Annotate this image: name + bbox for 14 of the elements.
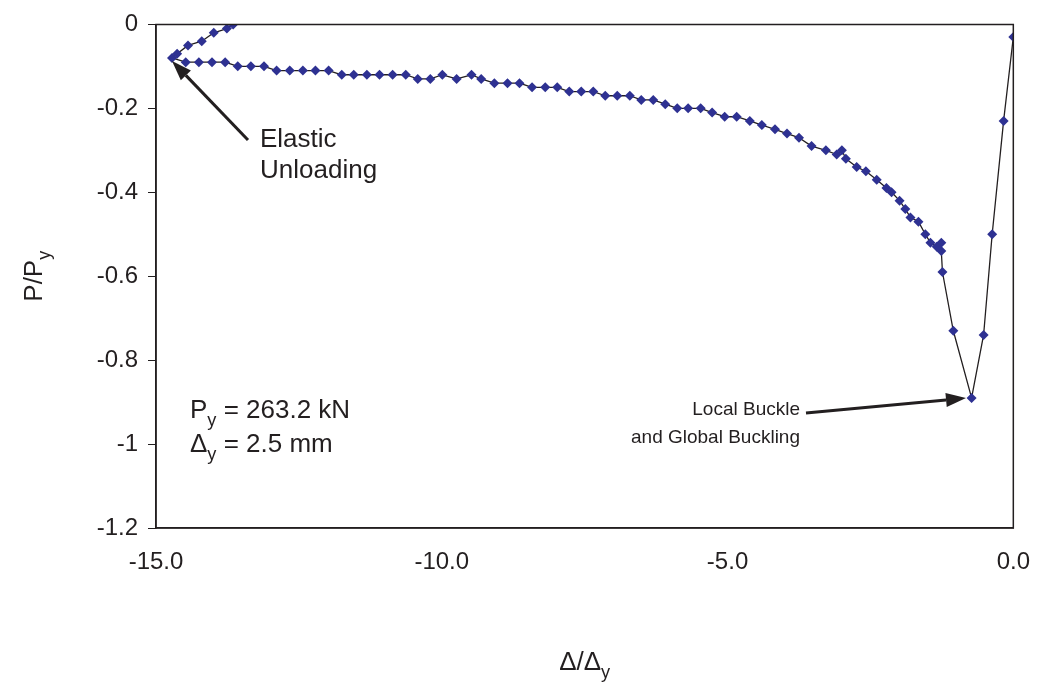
- annotation: Elastic Unloading: [260, 123, 378, 184]
- x-tick-label: -5.0: [706, 547, 749, 575]
- y-tick-label: -0.6: [96, 260, 138, 288]
- y-tick-label: 0: [124, 9, 138, 37]
- annotation: Local Buckle and Global Buckling: [631, 398, 801, 447]
- y-tick-label: -0.4: [96, 176, 138, 204]
- y-axis-title: P/Py: [18, 249, 54, 302]
- x-tick-label: -10.0: [414, 547, 470, 575]
- y-tick-label: -1: [116, 428, 138, 456]
- y-tick-label: -1.2: [96, 512, 138, 540]
- y-tick-label: -0.8: [96, 344, 138, 372]
- y-tick-label: -0.2: [96, 92, 138, 120]
- x-tick-label: -15.0: [128, 547, 184, 575]
- x-tick-label: 0.0: [996, 547, 1031, 575]
